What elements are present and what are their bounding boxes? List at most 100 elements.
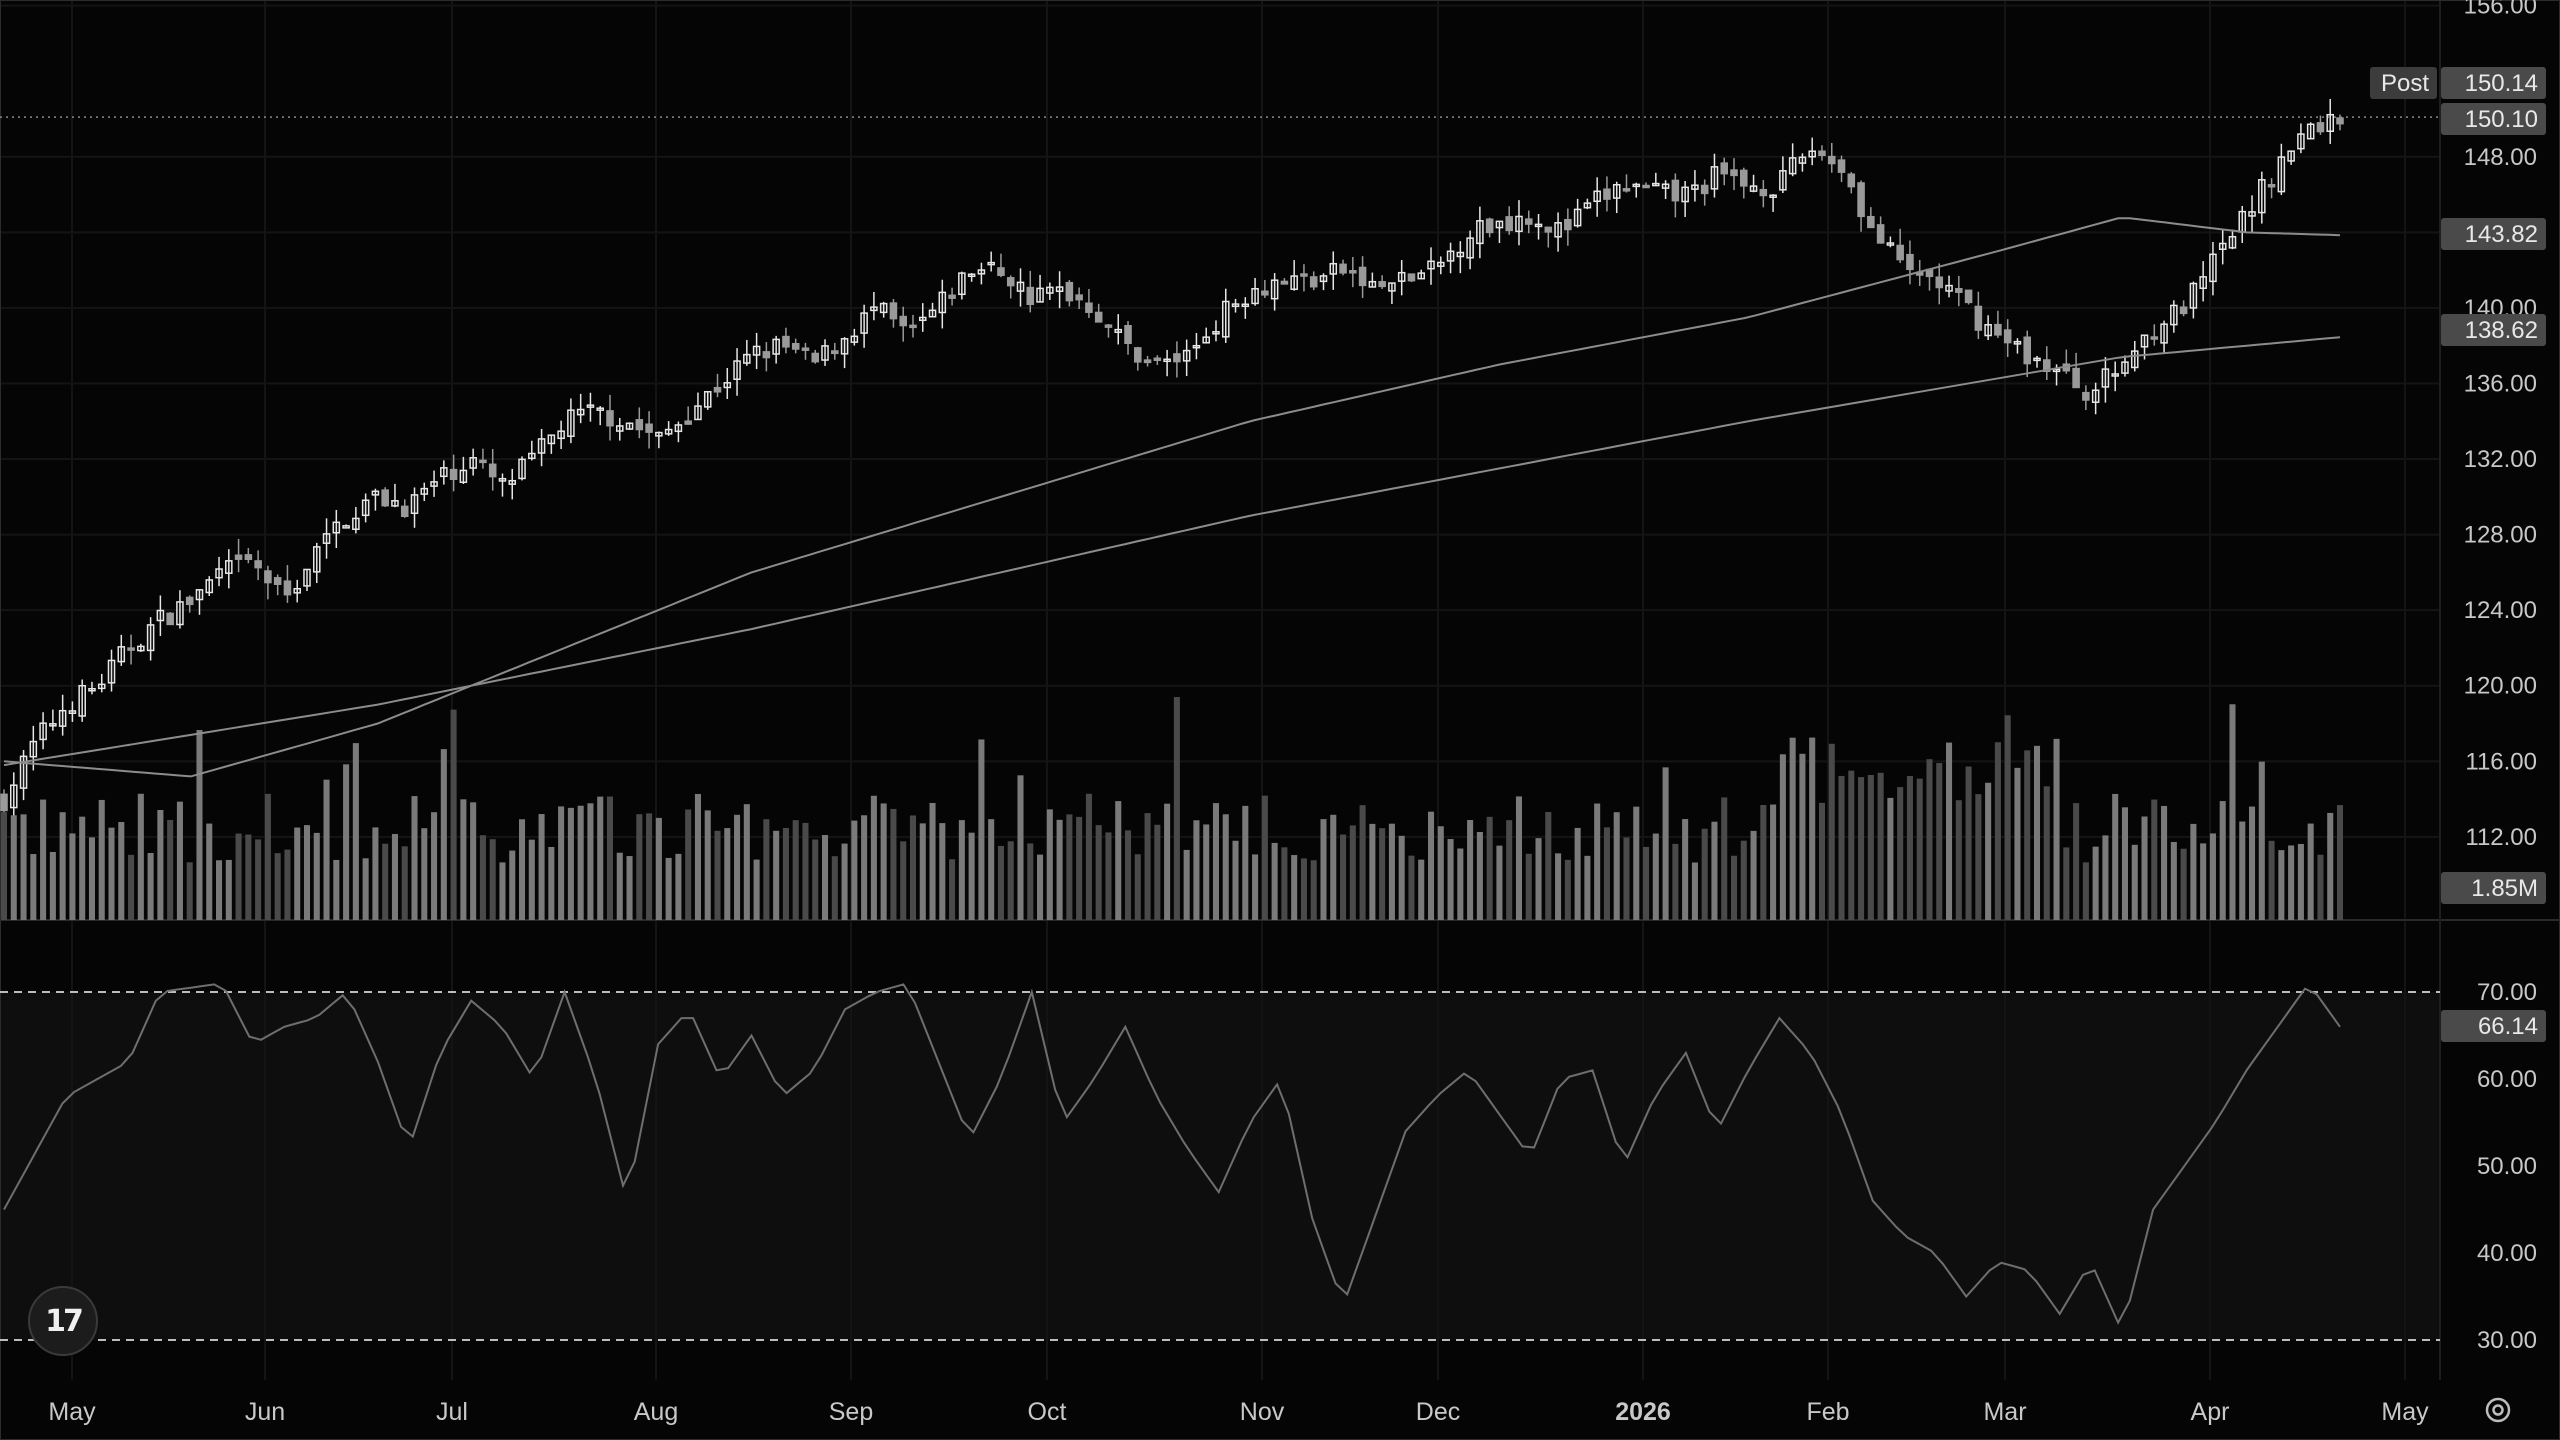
candle-body xyxy=(244,554,253,561)
candle-body xyxy=(440,467,448,478)
volume-bar xyxy=(1369,823,1376,920)
volume-bar xyxy=(1877,772,1884,920)
candle-body xyxy=(2316,122,2325,133)
candle-body xyxy=(1446,250,1455,262)
volume-bar xyxy=(782,828,789,920)
settings-gear-icon[interactable] xyxy=(2480,1392,2516,1428)
candle-body xyxy=(801,347,810,351)
candle-body xyxy=(58,709,67,727)
candle-body xyxy=(1368,280,1377,288)
volume-bar xyxy=(1936,763,1943,920)
volume-bar xyxy=(1115,801,1122,920)
volume-bar xyxy=(245,834,252,920)
candle-body xyxy=(1143,359,1152,364)
candle-body xyxy=(1720,162,1729,175)
candle-body xyxy=(1534,223,1543,228)
candle-body xyxy=(1808,150,1816,158)
candle-body xyxy=(2179,306,2188,315)
candle-body xyxy=(1065,281,1074,302)
volume-bar xyxy=(372,827,379,920)
candle-body xyxy=(1544,226,1553,233)
volume-bar xyxy=(2229,704,2236,920)
volume-bar xyxy=(0,812,8,920)
volume-bar xyxy=(509,850,516,920)
volume-bar xyxy=(167,819,174,920)
candle-body xyxy=(1212,331,1220,335)
candle-body xyxy=(625,422,634,430)
candle-body xyxy=(958,272,966,296)
volume-bar xyxy=(1320,819,1327,920)
candle-body xyxy=(1945,284,1953,292)
volume-bar xyxy=(1955,800,1962,920)
volume-bar xyxy=(79,816,86,920)
volume-bar xyxy=(616,852,623,920)
volume-bar xyxy=(694,793,701,920)
volume-bar xyxy=(1760,804,1767,920)
volume-bar xyxy=(675,853,682,920)
volume-bar xyxy=(1164,803,1171,920)
volume-bar xyxy=(1418,859,1425,920)
candle-body xyxy=(1358,266,1367,287)
price-axis-tick-label: 124.00 xyxy=(2464,597,2537,624)
volume-bar xyxy=(704,810,711,920)
volume-bar xyxy=(1105,832,1112,920)
candle-body xyxy=(1661,183,1670,189)
tradingview-logo-icon[interactable]: 17 xyxy=(28,1286,98,1356)
candle-body xyxy=(1994,323,2002,336)
volume-bar xyxy=(147,852,154,920)
volume-bar xyxy=(2024,750,2031,920)
candle-body xyxy=(1554,222,1562,238)
candle-body xyxy=(498,477,507,482)
volume-bar xyxy=(1701,828,1708,920)
volume-bar xyxy=(323,779,330,920)
volume-bar xyxy=(118,822,125,920)
post-price-badge-bg xyxy=(2441,67,2546,99)
candle-body xyxy=(586,404,595,408)
rsi-axis-tick-label: 70.00 xyxy=(2477,979,2537,1006)
candle-body xyxy=(322,533,331,544)
candle-body xyxy=(1769,194,1777,198)
volume-bar xyxy=(2180,848,2187,920)
time-axis-label: Mar xyxy=(1983,1398,2026,1426)
candle-body xyxy=(635,419,644,431)
last-price-badge: 150.10 xyxy=(2465,106,2538,133)
volume-bar xyxy=(577,805,584,920)
volume-bar xyxy=(137,793,144,920)
candle-body xyxy=(410,494,419,515)
volume-bar xyxy=(313,832,320,920)
time-axis-label: Sep xyxy=(829,1398,873,1426)
volume-bar xyxy=(1252,854,1259,920)
candle-body xyxy=(215,568,223,579)
volume-bar xyxy=(1799,753,1806,920)
volume-bar xyxy=(909,815,917,920)
volume-bar xyxy=(1926,759,1933,920)
time-axis-label: Apr xyxy=(2191,1398,2230,1426)
volume-bar xyxy=(1271,842,1278,920)
candle-body xyxy=(352,517,360,531)
volume-bar xyxy=(1721,797,1728,920)
volume-bar xyxy=(1144,813,1151,920)
volume-bar xyxy=(128,854,135,920)
volume-badge-bg xyxy=(2441,872,2546,904)
candle-body xyxy=(1173,353,1181,363)
volume-bar xyxy=(1643,846,1650,920)
time-axis-label: Jul xyxy=(436,1398,468,1426)
volume-bar xyxy=(440,749,447,920)
volume-bar xyxy=(968,832,975,920)
candle-body xyxy=(137,645,145,652)
volume-bar xyxy=(274,853,281,920)
volume-bar xyxy=(59,812,66,920)
volume-bar xyxy=(1613,812,1620,920)
candle-body xyxy=(1437,261,1445,267)
volume-bar xyxy=(1427,811,1435,920)
candle-body xyxy=(1309,276,1318,288)
volume-bar xyxy=(1633,806,1640,920)
candle-body xyxy=(1564,218,1572,231)
candle-body xyxy=(2072,367,2080,389)
time-axis-label: May xyxy=(2381,1398,2429,1426)
volume-bar xyxy=(1662,767,1669,920)
candle-body xyxy=(1700,184,1709,195)
volume-bar xyxy=(2278,850,2285,920)
